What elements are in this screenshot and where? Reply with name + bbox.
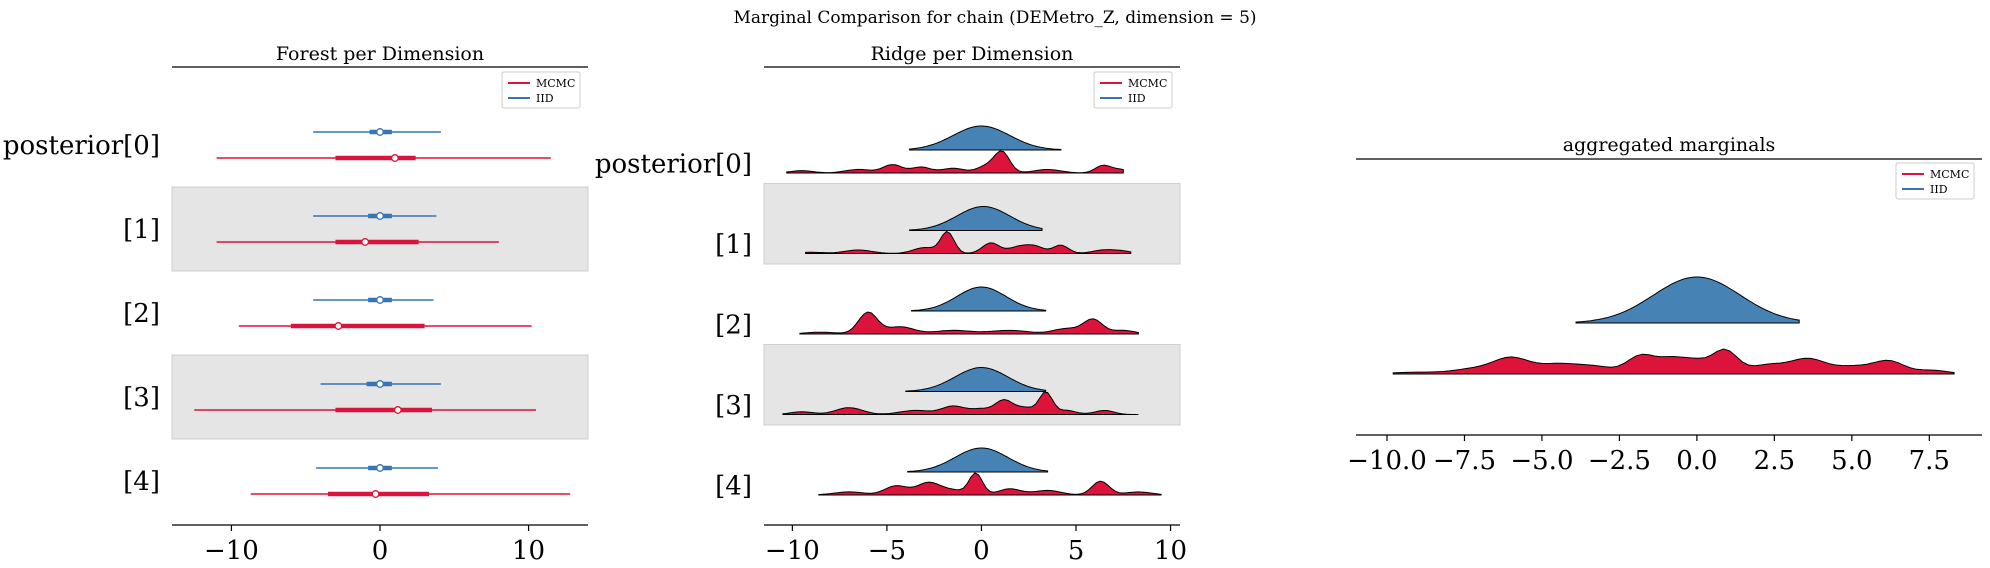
aggregated-x-tick-label: 0.0 — [1676, 446, 1717, 476]
forest-shaded-band — [171, 186, 589, 272]
forest-shaded-band — [171, 354, 589, 440]
ridge-x-tick-label: −5 — [868, 536, 906, 566]
forest-row-label: posterior[0] — [3, 131, 160, 161]
aggregated-x-tick-label: −5.0 — [1510, 446, 1573, 476]
forest-panel: Forest per Dimension posterior[0] [1] [2] [… — [3, 43, 589, 566]
ridge-legend: MCMC IID — [1093, 71, 1173, 109]
forest-legend: MCMC IID — [501, 71, 581, 109]
ridge-x-tick-label: 5 — [1068, 536, 1085, 566]
figure-suptitle: Marginal Comparison for chain (DEMetro_Z… — [733, 8, 1256, 28]
aggregated-iid-density — [1575, 276, 1800, 324]
forest-legend-label-iid: IID — [536, 92, 554, 105]
aggregated-title: aggregated marginals — [1563, 134, 1776, 156]
aggregated-x-tick-label: 7.5 — [1909, 446, 1950, 476]
ridge-x-tick-label: 0 — [973, 536, 990, 566]
aggregated-x-tick-label: −10.0 — [1347, 446, 1427, 476]
aggregated-panel: aggregated marginals −10.0 −7.5 −5.0 −2.5 0.… — [1347, 134, 1982, 476]
ridge-mcmc-density — [805, 230, 1132, 254]
aggregated-legend-label-mcmc: MCMC — [1930, 168, 1969, 181]
forest-row-bands — [171, 186, 589, 440]
ridge-row-labels: posterior[0] [1] [2] [3] [4] — [595, 149, 752, 501]
ridge-iid-density — [911, 286, 1047, 312]
ridge-mcmc-density — [782, 391, 1139, 415]
ridge-mcmc-density — [786, 150, 1124, 174]
ridge-row-label: [2] — [715, 310, 752, 340]
forest-x-tick-label: 10 — [512, 536, 545, 566]
aggregated-x-tick-label: 5.0 — [1831, 446, 1872, 476]
ridge-panel: Ridge per Dimension posterior[0] [1] [2] [3… — [595, 43, 1187, 566]
forest-x-tick-label: −10 — [204, 536, 259, 566]
forest-row-labels: posterior[0] [1] [2] [3] [4] — [3, 131, 160, 497]
forest-title: Forest per Dimension — [276, 43, 484, 65]
forest-mcmc-center-point — [334, 322, 343, 330]
aggregated-x-tick-label: −7.5 — [1433, 446, 1496, 476]
ridge-iid-density — [907, 447, 1049, 473]
forest-mcmc-center-point — [371, 490, 380, 498]
forest-x-tick-label: 0 — [372, 536, 389, 566]
ridge-iid-density — [909, 206, 1043, 231]
ridge-title: Ridge per Dimension — [871, 43, 1074, 65]
forest-row-label: [3] — [123, 383, 160, 413]
ridge-legend-label-iid: IID — [1128, 92, 1146, 105]
forest-mcmc-center-point — [390, 154, 399, 162]
ridge-row-label: [4] — [715, 471, 752, 501]
forest-iid-center-point — [376, 212, 384, 220]
forest-row-label: [1] — [123, 215, 160, 245]
ridge-row-label: [1] — [715, 230, 752, 260]
aggregated-legend-label-iid: IID — [1930, 183, 1948, 196]
forest-legend-label-mcmc: MCMC — [536, 77, 575, 90]
forest-iid-center-point — [376, 380, 384, 388]
forest-row-label: [4] — [123, 467, 160, 497]
aggregated-x-ticks: −10.0 −7.5 −5.0 −2.5 0.0 2.5 5.0 7.5 — [1347, 435, 1950, 476]
forest-mcmc-center-point — [361, 238, 370, 246]
aggregated-mcmc-density — [1392, 348, 1955, 375]
aggregated-x-tick-label: −2.5 — [1588, 446, 1651, 476]
ridge-row-label: posterior[0] — [595, 149, 752, 179]
ridge-x-tick-label: −10 — [765, 536, 820, 566]
aggregated-marks — [1392, 276, 1955, 375]
ridge-mcmc-density — [818, 472, 1162, 496]
ridge-x-tick-label: 10 — [1154, 536, 1187, 566]
ridge-marks — [782, 125, 1162, 496]
forest-iid-center-point — [376, 128, 384, 136]
forest-mcmc-center-point — [393, 406, 402, 414]
ridge-iid-density — [909, 125, 1062, 151]
ridge-x-ticks: −10 −5 0 5 10 — [765, 525, 1187, 566]
ridge-legend-label-mcmc: MCMC — [1128, 77, 1167, 90]
ridge-row-label: [3] — [715, 391, 752, 421]
forest-x-ticks: −10 0 10 — [204, 525, 545, 566]
forest-iid-center-point — [376, 296, 384, 304]
forest-iid-center-point — [376, 464, 384, 472]
ridge-iid-density — [905, 367, 1047, 392]
aggregated-legend: MCMC IID — [1895, 162, 1975, 200]
ridge-mcmc-density — [799, 311, 1139, 335]
aggregated-x-tick-label: 2.5 — [1754, 446, 1795, 476]
forest-row-label: [2] — [123, 299, 160, 329]
forest-marks — [194, 128, 571, 498]
